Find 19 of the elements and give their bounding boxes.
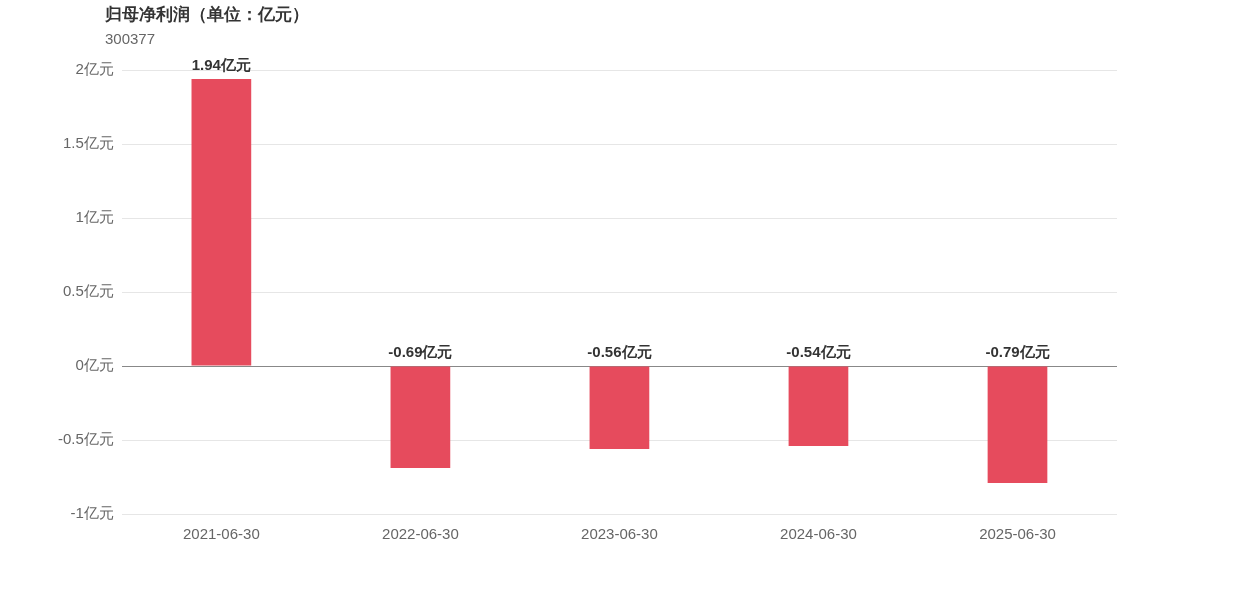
y-tick-label: -1亿元 — [70, 504, 114, 522]
y-tick-label: 1亿元 — [75, 208, 114, 226]
x-tick-label: 2024-06-30 — [780, 525, 857, 543]
y-tick-label: 0.5亿元 — [62, 282, 114, 300]
data-label: -0.79亿元 — [985, 342, 1050, 360]
x-tick-label: 2023-06-30 — [581, 525, 658, 543]
data-label: -0.56亿元 — [587, 342, 652, 360]
data-label: -0.69亿元 — [388, 342, 453, 360]
chart-title: 归母净利润（单位：亿元） — [105, 4, 309, 26]
y-tick-label: 1.5亿元 — [62, 134, 114, 152]
chart-subtitle: 300377 — [105, 30, 156, 47]
data-label: 1.94亿元 — [191, 55, 251, 73]
y-tick-label: -0.5亿元 — [57, 430, 114, 448]
x-tick-label: 2022-06-30 — [382, 525, 459, 543]
data-label: -0.54亿元 — [786, 342, 851, 360]
x-tick-label: 2021-06-30 — [183, 525, 260, 543]
y-tick-label: 0亿元 — [75, 356, 114, 374]
y-tick-label: 2亿元 — [75, 60, 114, 78]
x-tick-label: 2025-06-30 — [979, 525, 1056, 543]
